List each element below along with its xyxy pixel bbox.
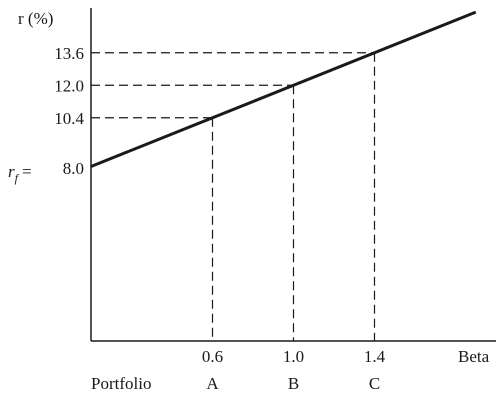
portfolio-row-title: Portfolio	[91, 374, 151, 393]
risk-free-value: 8.0	[63, 159, 84, 178]
rf-equals: =	[22, 162, 32, 181]
sml-line	[90, 10, 477, 168]
portfolio-label: C	[369, 374, 380, 393]
y-tick-label: 10.4	[54, 109, 84, 128]
rf-symbol: r	[8, 162, 15, 181]
guide-lines	[91, 52, 376, 341]
x-tick-label: 0.6	[202, 347, 223, 366]
sml-series	[90, 10, 477, 168]
y-tick-label: 12.0	[54, 76, 84, 95]
rf-subscript: f	[15, 171, 20, 185]
portfolio-label: B	[288, 374, 299, 393]
x-tick-label: 1.0	[283, 347, 304, 366]
y-tick-labels: 10.4 12.0 13.6	[54, 44, 84, 128]
portfolio-label: A	[206, 374, 219, 393]
x-tick-labels: 0.6 A 1.0 B 1.4 C	[202, 347, 386, 393]
y-tick-label: 13.6	[54, 44, 84, 63]
y-axis-title: r (%)	[18, 9, 53, 28]
risk-free-label: rf =	[8, 162, 32, 185]
x-axis-title: Beta	[458, 347, 490, 366]
x-tick-label: 1.4	[364, 347, 386, 366]
